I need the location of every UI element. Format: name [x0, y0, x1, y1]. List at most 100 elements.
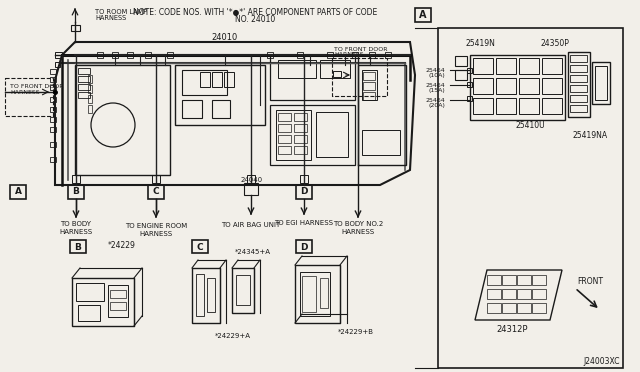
Bar [50, 107, 56, 112]
Bar [270, 55, 355, 100]
Bar [78, 76, 90, 82]
Text: 24312P: 24312P [496, 326, 528, 334]
Bar [438, 28, 623, 368]
Bar [232, 268, 254, 313]
Bar [542, 78, 562, 94]
Text: J24003XC: J24003XC [584, 357, 620, 366]
Bar [207, 278, 215, 312]
Bar [50, 117, 56, 122]
Text: 25464
(15A): 25464 (15A) [425, 83, 445, 93]
Bar [212, 72, 222, 87]
Bar [519, 98, 539, 114]
Bar [244, 183, 258, 195]
Bar [192, 240, 208, 253]
Bar [363, 72, 375, 80]
Bar [50, 69, 56, 74]
Bar [71, 25, 80, 31]
Bar [55, 52, 62, 58]
Bar [127, 52, 133, 58]
Bar [278, 60, 316, 78]
Bar [78, 305, 100, 321]
Bar [487, 289, 501, 299]
Bar [568, 52, 590, 117]
Bar [50, 77, 56, 82]
Bar [363, 82, 375, 90]
Bar [294, 146, 307, 154]
Bar [473, 58, 493, 74]
Text: *24229+A: *24229+A [215, 333, 251, 339]
Text: C: C [196, 243, 204, 251]
Bar [247, 175, 255, 183]
Bar [385, 52, 391, 58]
Bar [595, 66, 607, 100]
Bar [320, 60, 350, 78]
Bar [496, 98, 516, 114]
Bar [519, 78, 539, 94]
Bar [300, 175, 308, 183]
Bar [175, 65, 265, 125]
Bar [362, 70, 377, 100]
Bar [363, 92, 375, 100]
Bar [152, 175, 160, 183]
Bar [570, 55, 587, 62]
Bar [570, 105, 587, 112]
Bar [224, 72, 234, 87]
Bar [467, 96, 472, 101]
Bar [212, 100, 230, 118]
Bar [473, 98, 493, 114]
Bar [302, 276, 316, 312]
Text: TO AIR BAG UNIT: TO AIR BAG UNIT [221, 222, 280, 228]
Bar [496, 78, 516, 94]
Bar [182, 100, 202, 118]
Bar [278, 124, 291, 132]
Bar [50, 97, 56, 102]
Bar [50, 127, 56, 132]
Bar [358, 65, 406, 165]
Text: *24345+A: *24345+A [235, 249, 271, 255]
Text: 25410U: 25410U [515, 121, 545, 129]
Bar [502, 289, 516, 299]
Text: NOTE: CODE NOS. WITH '*●*' ARE COMPONENT PARTS OF CODE: NOTE: CODE NOS. WITH '*●*' ARE COMPONENT… [133, 7, 377, 16]
Text: TO ROOM LAMP
HARNESS: TO ROOM LAMP HARNESS [95, 9, 147, 22]
Bar [112, 52, 118, 58]
Text: NO. 24010: NO. 24010 [235, 16, 275, 25]
Bar [455, 70, 467, 80]
Bar [362, 130, 400, 155]
Text: D: D [300, 187, 308, 196]
Bar [278, 135, 291, 143]
Bar [88, 95, 92, 103]
Bar [332, 58, 387, 96]
Bar [467, 82, 472, 87]
Bar [496, 58, 516, 74]
Bar [267, 52, 273, 58]
Bar [72, 278, 134, 326]
Text: 25464
(20A): 25464 (20A) [425, 97, 445, 108]
Bar [88, 105, 92, 113]
Bar [192, 268, 220, 323]
Bar [487, 303, 501, 313]
Bar [297, 52, 303, 58]
Bar [487, 275, 501, 285]
Text: 24350P: 24350P [541, 39, 570, 48]
Bar [68, 185, 84, 199]
Bar [327, 52, 333, 58]
Bar [473, 78, 493, 94]
Bar [50, 142, 56, 147]
Bar [110, 302, 126, 310]
Text: B: B [75, 243, 81, 251]
Text: 24040: 24040 [241, 177, 263, 183]
Bar [50, 157, 56, 162]
Text: 25419NA: 25419NA [572, 131, 607, 140]
Bar [542, 58, 562, 74]
Bar [78, 84, 90, 90]
Bar [148, 185, 164, 199]
Bar [352, 52, 358, 58]
Bar [570, 85, 587, 92]
Bar [278, 146, 291, 154]
Text: A: A [419, 10, 427, 20]
Bar [236, 275, 250, 305]
Text: 24010: 24010 [212, 32, 238, 42]
Bar [145, 52, 151, 58]
Bar [294, 124, 307, 132]
Bar [570, 95, 587, 102]
